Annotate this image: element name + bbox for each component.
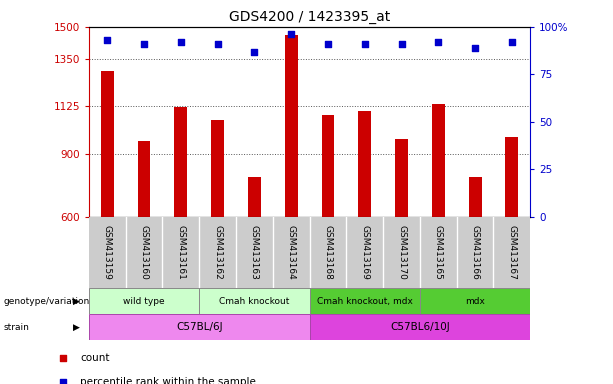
Point <box>507 39 517 45</box>
Point <box>360 41 370 47</box>
Text: wild type: wild type <box>123 296 165 306</box>
Point <box>139 41 149 47</box>
Bar <box>310 288 420 314</box>
Bar <box>310 314 530 340</box>
Bar <box>89 314 310 340</box>
Point <box>249 48 259 55</box>
Bar <box>432 104 445 217</box>
Text: GSM413168: GSM413168 <box>324 225 332 280</box>
Title: GDS4200 / 1423395_at: GDS4200 / 1423395_at <box>229 10 390 25</box>
Bar <box>101 71 114 217</box>
Text: GSM413160: GSM413160 <box>140 225 148 280</box>
Bar <box>469 177 482 217</box>
Point <box>323 41 333 47</box>
Bar <box>310 217 346 288</box>
Bar <box>420 217 457 288</box>
Bar <box>285 35 298 217</box>
Text: strain: strain <box>3 323 29 332</box>
Bar <box>346 217 383 288</box>
Text: GSM413169: GSM413169 <box>360 225 369 280</box>
Point <box>343 289 353 295</box>
Text: percentile rank within the sample: percentile rank within the sample <box>80 377 256 384</box>
Bar <box>457 217 493 288</box>
Text: GSM413170: GSM413170 <box>397 225 406 280</box>
Bar <box>359 111 371 217</box>
Text: GSM413167: GSM413167 <box>508 225 516 280</box>
Point <box>470 45 480 51</box>
Bar <box>211 120 224 217</box>
Text: mdx: mdx <box>465 296 485 306</box>
Point <box>176 39 186 45</box>
Bar <box>236 217 273 288</box>
Bar <box>89 288 199 314</box>
Point <box>343 78 353 84</box>
Bar <box>395 139 408 217</box>
Text: ▶: ▶ <box>73 323 80 332</box>
Text: GSM413166: GSM413166 <box>471 225 479 280</box>
Text: C57BL6/10J: C57BL6/10J <box>390 322 450 332</box>
Bar <box>126 217 162 288</box>
Bar <box>248 177 261 217</box>
Bar <box>506 137 519 217</box>
Point <box>286 31 296 38</box>
Bar <box>322 114 335 217</box>
Bar <box>162 217 199 288</box>
Bar <box>273 217 310 288</box>
Text: count: count <box>80 353 110 364</box>
Bar <box>383 217 420 288</box>
Bar <box>89 217 126 288</box>
Point <box>213 41 223 47</box>
Bar <box>420 288 530 314</box>
Bar <box>137 141 151 217</box>
Point <box>397 41 406 47</box>
Bar <box>493 217 530 288</box>
Text: Cmah knockout, mdx: Cmah knockout, mdx <box>317 296 413 306</box>
Text: C57BL/6J: C57BL/6J <box>176 322 223 332</box>
Text: genotype/variation: genotype/variation <box>3 296 89 306</box>
Point <box>433 39 443 45</box>
Text: GSM413159: GSM413159 <box>103 225 112 280</box>
Text: GSM413162: GSM413162 <box>213 225 222 280</box>
Text: GSM413164: GSM413164 <box>287 225 295 280</box>
Bar <box>199 217 236 288</box>
Text: GSM413161: GSM413161 <box>177 225 185 280</box>
Text: Cmah knockout: Cmah knockout <box>219 296 289 306</box>
Point <box>102 37 112 43</box>
Text: ▶: ▶ <box>73 296 80 306</box>
Text: GSM413165: GSM413165 <box>434 225 443 280</box>
Bar <box>175 107 188 217</box>
Bar <box>199 288 310 314</box>
Text: GSM413163: GSM413163 <box>250 225 259 280</box>
